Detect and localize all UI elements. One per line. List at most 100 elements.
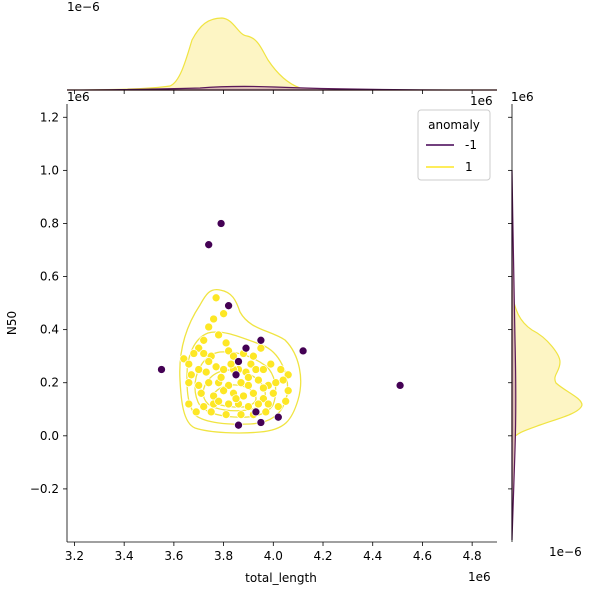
- scatter-point-anomaly-1: [204, 357, 214, 366]
- scatter-point-anomaly-1: [194, 381, 204, 390]
- legend-title: anomaly: [428, 118, 480, 132]
- scatter-point-anomaly-1: [186, 370, 196, 380]
- scatter-point-anomaly-1: [236, 410, 246, 419]
- x-tick-label: 3.4: [115, 549, 134, 563]
- scatter-point-anomaly-minus-1: [234, 420, 243, 430]
- right-kde-anomaly-1: [511, 289, 583, 443]
- legend: anomaly -1 1: [417, 109, 491, 181]
- scatter-point-anomaly-1: [283, 386, 293, 396]
- top-margin-ticks: [74, 90, 473, 94]
- scatter-point-anomaly-minus-1: [204, 240, 214, 250]
- scatter-point-anomaly-1: [254, 399, 263, 409]
- x-tick-label: 4.0: [264, 549, 283, 563]
- scatter-point-anomaly-minus-1: [251, 407, 261, 417]
- scatter-point-anomaly-1: [221, 410, 231, 419]
- x-offset-label: 1e6: [468, 570, 491, 584]
- scatter-point-anomaly-1: [224, 346, 233, 356]
- scatter-point-anomaly-1: [201, 367, 211, 377]
- y-tick-label: 0.8: [40, 216, 59, 230]
- scatter-point-anomaly-1: [271, 378, 281, 388]
- scatter-point-anomaly-1: [191, 407, 201, 417]
- y-tick-label: 0.4: [40, 323, 59, 337]
- scatter-point-anomaly-minus-1: [256, 335, 266, 345]
- scatter-point-anomaly-1: [219, 365, 228, 374]
- top-right-offset-label: 1e6: [470, 94, 493, 108]
- x-tick-label: 4.8: [463, 549, 482, 563]
- right-kde-anomaly-minus-1: [511, 169, 517, 541]
- scatter-point-anomaly-minus-1: [224, 301, 233, 311]
- scatter-point-anomaly-1: [224, 381, 233, 390]
- scatter-point-anomaly-minus-1: [256, 418, 266, 427]
- right-marginal-kde: 1e−6: [511, 104, 583, 559]
- scatter-point-anomaly-1: [259, 394, 268, 404]
- main-scatter-axes: 3.2 3.4 3.6 3.8 4.0 4.2 4.4 4.6 4.8 −0.2 0.0 0.2 0.…: [5, 90, 534, 585]
- right-margin-ticks: [508, 116, 512, 490]
- scatter-point-anomaly-minus-1: [273, 412, 283, 422]
- scatter-point-anomaly-minus-1: [216, 219, 226, 228]
- scatter-point-anomaly-1: [268, 388, 278, 398]
- scatter-point-anomaly-minus-1: [157, 365, 166, 374]
- scatter-point-anomaly-1: [224, 399, 233, 409]
- y-axis-label: N50: [5, 311, 19, 335]
- scatter-point-anomaly-1: [244, 373, 253, 382]
- scatter-point-anomaly-1: [263, 399, 273, 409]
- scatter-point-anomaly-1: [204, 378, 214, 388]
- scatter-point-anomaly-1: [229, 351, 238, 361]
- x-tick-label: 3.8: [214, 549, 233, 563]
- scatter-point-anomaly-1: [239, 391, 248, 401]
- scatter-point-anomaly-minus-1: [234, 357, 243, 366]
- scatter-point-anomaly-1: [219, 386, 228, 396]
- scatter-point-anomaly-minus-1: [298, 346, 308, 356]
- scatter-point-anomaly-1: [199, 335, 209, 345]
- x-tick-label: 3.2: [65, 549, 84, 563]
- scatter-point-anomaly-1: [189, 349, 199, 358]
- x-axis-ticks: 3.2 3.4 3.6 3.8 4.0 4.2 4.4 4.6 4.8: [65, 542, 482, 563]
- scatter-point-anomaly-1: [283, 370, 293, 380]
- scatter-point-anomaly-1: [236, 378, 246, 388]
- top-kde-anomaly-1: [66, 17, 498, 91]
- right-top-offset-label: 1e6: [511, 90, 534, 104]
- scatter-point-anomaly-1: [259, 383, 268, 393]
- scatter-point-anomaly-1: [273, 402, 283, 411]
- y-offset-label: 1e6: [67, 90, 90, 104]
- scatter-point-anomaly-1: [179, 354, 189, 364]
- scatter-point-anomaly-1: [196, 388, 206, 398]
- scatter-point-anomaly-1: [244, 381, 253, 390]
- scatter-point-anomaly-1: [251, 365, 261, 374]
- scatter-point-anomaly-1: [199, 402, 209, 411]
- y-tick-label: 1.0: [40, 163, 59, 177]
- scatter-point-anomaly-1: [249, 388, 258, 398]
- scatter-series-anomaly-minus-1: [157, 219, 405, 430]
- scatter-point-anomaly-1: [231, 394, 241, 404]
- x-tick-label: 3.6: [164, 549, 183, 563]
- right-margin-offset-label: 1e−6: [549, 545, 582, 559]
- top-marginal-kde: 1e−6: [66, 0, 498, 91]
- y-axis-ticks: −0.2 0.0 0.2 0.4 0.6 0.8 1.0 1.2: [30, 110, 67, 496]
- legend-entry-minus-1: -1: [465, 138, 477, 152]
- scatter-series-anomaly-1: [179, 293, 293, 422]
- legend-entry-1: 1: [465, 160, 473, 174]
- x-tick-label: 4.4: [363, 549, 382, 563]
- scatter-point-anomaly-1: [219, 309, 228, 319]
- scatter-point-anomaly-1: [259, 365, 268, 374]
- scatter-point-anomaly-1: [211, 293, 221, 303]
- scatter-point-anomaly-1: [276, 365, 286, 374]
- scatter-point-anomaly-1: [204, 322, 214, 332]
- kde-contour-outer: [179, 288, 302, 434]
- scatter-point-anomaly-1: [184, 399, 194, 409]
- y-tick-label: 0.6: [40, 270, 59, 284]
- kde-contour-3: [194, 351, 277, 418]
- y-tick-label: 0.0: [40, 429, 59, 443]
- scatter-point-anomaly-1: [214, 396, 223, 406]
- x-tick-label: 4.2: [313, 549, 332, 563]
- scatter-point-anomaly-1: [244, 402, 253, 411]
- scatter-point-anomaly-1: [246, 359, 256, 369]
- scatter-point-anomaly-1: [206, 407, 216, 417]
- scatter-point-anomaly-1: [226, 359, 236, 369]
- scatter-point-anomaly-1: [281, 396, 291, 406]
- scatter-point-anomaly-1: [211, 362, 221, 372]
- scatter-point-anomaly-minus-1: [241, 343, 251, 353]
- scatter-point-anomaly-1: [199, 349, 209, 358]
- top-margin-offset-label: 1e−6: [67, 0, 100, 14]
- scatter-point-anomaly-minus-1: [231, 370, 241, 380]
